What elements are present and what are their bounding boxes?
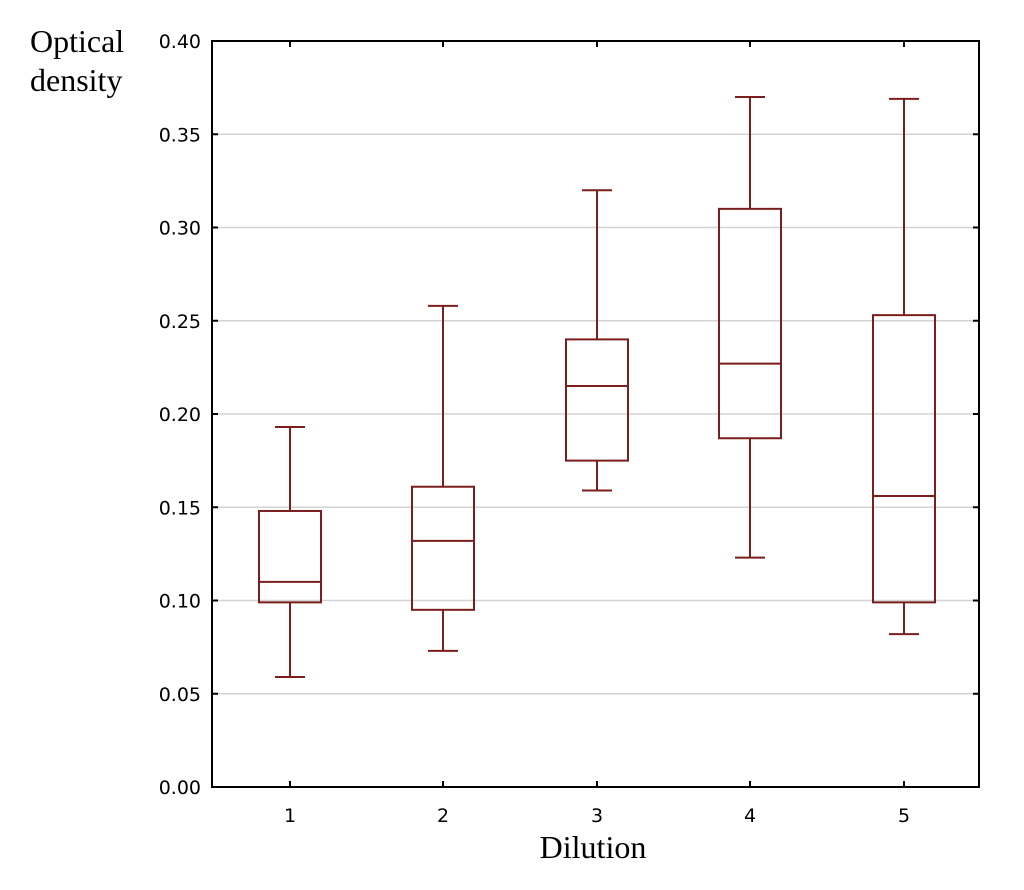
x-tick-label: 2 <box>437 805 449 827</box>
y-tick-label: 0.00 <box>159 777 201 799</box>
plot-area-frame <box>211 40 980 788</box>
iqr-box <box>872 314 936 604</box>
y-tick-label: 0.30 <box>159 218 201 240</box>
y-axis-title-line-2: density <box>30 62 122 98</box>
x-tick-label: 5 <box>898 805 910 827</box>
x-axis-title: Dilution <box>540 829 647 865</box>
iqr-box <box>565 338 629 462</box>
x-axis-ticks: 1 2 3 4 5 <box>284 41 910 827</box>
y-tick-label: 0.10 <box>159 591 201 613</box>
box-dilution-3 <box>565 189 629 492</box>
box-dilution-5 <box>872 97 936 636</box>
box-dilution-2 <box>411 304 475 652</box>
iqr-box <box>718 207 782 440</box>
y-tick-label: 0.35 <box>159 124 201 146</box>
y-axis-ticks: 0.00 0.05 0.10 0.15 0.20 0.25 0.30 0.35 0.40 <box>159 31 979 799</box>
x-tick-label: 4 <box>744 805 756 827</box>
iqr-box <box>411 485 475 611</box>
y-tick-label: 0.15 <box>159 497 201 519</box>
y-axis-title-line-1: Optical <box>30 23 124 59</box>
box-dilution-4 <box>718 95 782 559</box>
box-series <box>258 95 936 678</box>
x-tick-label: 3 <box>591 805 603 827</box>
gridlines <box>212 133 979 695</box>
y-tick-label: 0.40 <box>159 31 201 53</box>
box-dilution-1 <box>258 426 322 678</box>
iqr-box <box>258 509 322 604</box>
x-tick-label: 1 <box>284 805 296 827</box>
y-tick-label: 0.20 <box>159 404 201 426</box>
y-tick-label: 0.05 <box>159 684 201 706</box>
y-tick-label: 0.25 <box>159 311 201 333</box>
